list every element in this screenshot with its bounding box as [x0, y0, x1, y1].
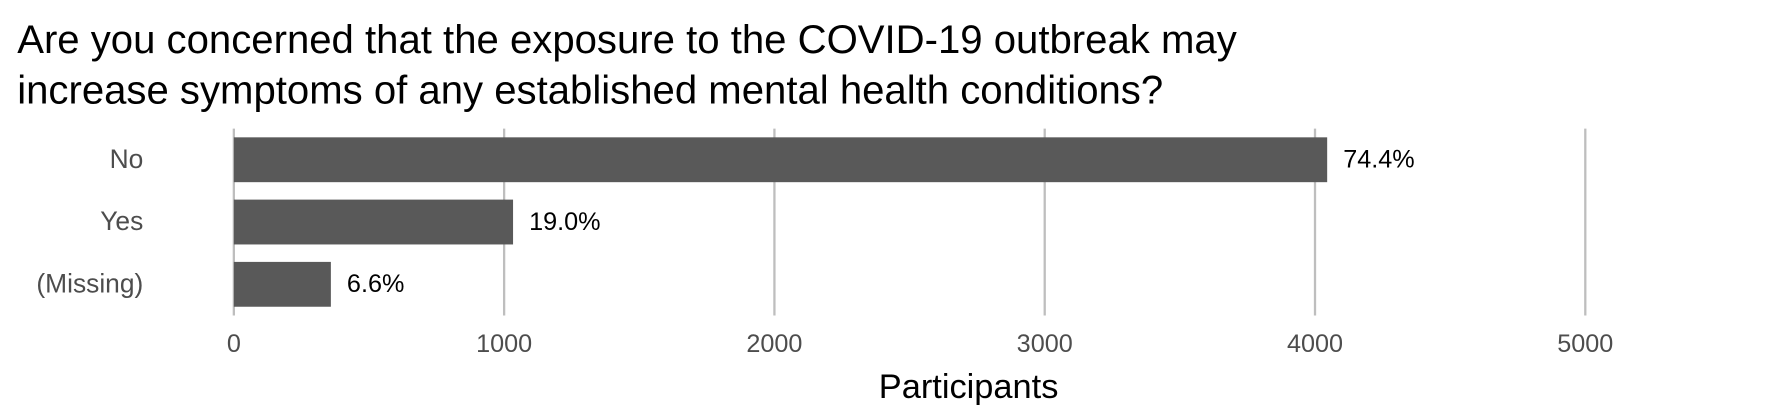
x-tick-label: 2000 — [746, 330, 802, 358]
x-tick-label: 1000 — [476, 330, 532, 358]
bar — [233, 199, 514, 245]
bar-label: 6.6% — [347, 270, 404, 298]
x-tick-label: 3000 — [1017, 330, 1073, 358]
x-tick-label: 5000 — [1557, 330, 1613, 358]
chart-title: Are you concerned that the exposure to t… — [17, 18, 1237, 62]
chart-title: increase symptoms of any established men… — [17, 68, 1163, 112]
y-tick-label: No — [110, 144, 144, 174]
y-tick-label: Yes — [100, 206, 143, 236]
y-tick-label: (Missing) — [36, 268, 143, 298]
x-tick-label: 0 — [227, 330, 241, 358]
bar-label: 74.4% — [1343, 146, 1414, 174]
x-axis-title: Participants — [879, 368, 1059, 406]
bar — [233, 261, 331, 307]
bar-label: 19.0% — [529, 208, 600, 236]
x-tick-label: 4000 — [1287, 330, 1343, 358]
bar — [233, 137, 1328, 183]
